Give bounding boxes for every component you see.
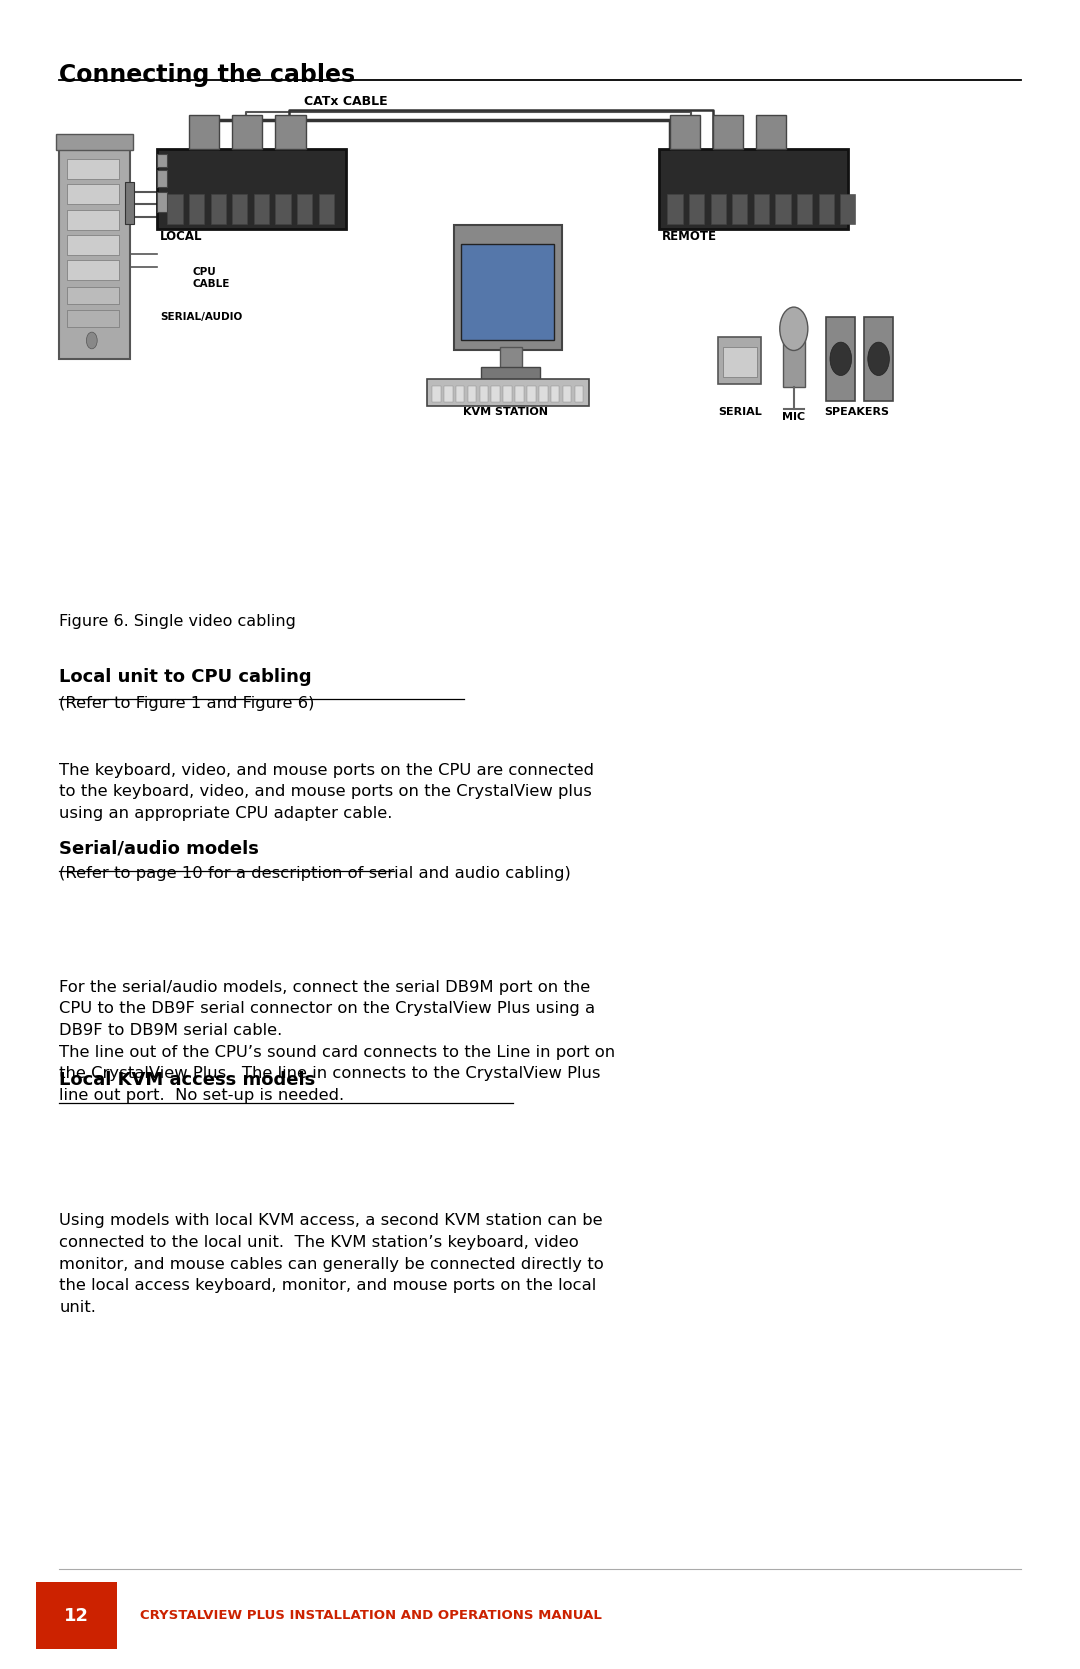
Circle shape: [868, 342, 890, 376]
Bar: [480, 386, 488, 402]
Bar: [189, 194, 204, 224]
Text: SPEAKERS: SPEAKERS: [824, 407, 889, 417]
Text: CRYSTALVIEW PLUS INSTALLATION AND OPERATIONS MANUAL: CRYSTALVIEW PLUS INSTALLATION AND OPERAT…: [140, 1609, 603, 1622]
Bar: [319, 194, 334, 224]
Bar: [67, 310, 119, 327]
Circle shape: [780, 307, 808, 350]
Text: SERIAL: SERIAL: [718, 407, 761, 417]
Text: MIC: MIC: [782, 412, 806, 422]
Bar: [444, 386, 453, 402]
Text: 12: 12: [64, 1607, 89, 1624]
Bar: [864, 317, 893, 401]
Text: For the serial/audio models, connect the serial DB9M port on the
CPU to the DB9F: For the serial/audio models, connect the…: [59, 980, 616, 1103]
Bar: [254, 194, 269, 224]
Bar: [211, 194, 226, 224]
Bar: [461, 244, 554, 340]
Bar: [723, 347, 757, 377]
Bar: [670, 115, 700, 149]
Text: REMOTE: REMOTE: [662, 230, 717, 244]
Bar: [732, 194, 747, 224]
Bar: [432, 386, 441, 402]
Bar: [454, 225, 562, 350]
Bar: [275, 194, 291, 224]
Bar: [232, 115, 262, 149]
Text: CPU
CABLE: CPU CABLE: [192, 267, 230, 289]
Text: (Refer to Figure 1 and Figure 6): (Refer to Figure 1 and Figure 6): [59, 696, 315, 711]
Bar: [840, 194, 855, 224]
Bar: [711, 194, 726, 224]
Bar: [527, 386, 536, 402]
Text: Serial/audio models: Serial/audio models: [59, 840, 259, 858]
Bar: [754, 194, 769, 224]
Bar: [67, 260, 119, 280]
Bar: [551, 386, 559, 402]
Bar: [503, 386, 512, 402]
Bar: [67, 235, 119, 255]
Bar: [575, 386, 583, 402]
Bar: [67, 287, 119, 304]
Bar: [67, 184, 119, 204]
Bar: [427, 379, 589, 406]
Bar: [297, 194, 312, 224]
Text: Using models with local KVM access, a second KVM station can be
connected to the: Using models with local KVM access, a se…: [59, 1213, 604, 1315]
Text: (Refer to page 10 for a description of serial and audio cabling): (Refer to page 10 for a description of s…: [59, 866, 571, 881]
Bar: [481, 367, 540, 381]
Circle shape: [86, 332, 97, 349]
Bar: [67, 159, 119, 179]
Bar: [756, 115, 786, 149]
Text: The keyboard, video, and mouse ports on the CPU are connected
to the keyboard, v: The keyboard, video, and mouse ports on …: [59, 763, 594, 821]
Bar: [125, 182, 134, 224]
Bar: [539, 386, 548, 402]
Bar: [491, 386, 500, 402]
Bar: [56, 134, 133, 150]
Text: CATx CABLE: CATx CABLE: [303, 95, 388, 108]
Bar: [59, 142, 130, 359]
Text: Local KVM access models: Local KVM access models: [59, 1071, 315, 1090]
Text: Connecting the cables: Connecting the cables: [59, 63, 355, 87]
Text: SERIAL/AUDIO: SERIAL/AUDIO: [160, 312, 242, 322]
Bar: [36, 1582, 117, 1649]
Bar: [775, 194, 791, 224]
Text: KVM STATION: KVM STATION: [463, 407, 548, 417]
Bar: [232, 194, 247, 224]
Bar: [718, 337, 761, 384]
Bar: [819, 194, 834, 224]
Bar: [500, 347, 522, 371]
Bar: [157, 170, 167, 187]
Bar: [563, 386, 571, 402]
Bar: [689, 194, 704, 224]
Bar: [515, 386, 524, 402]
Bar: [667, 194, 683, 224]
Bar: [157, 149, 346, 229]
Bar: [189, 115, 219, 149]
Text: Figure 6. Single video cabling: Figure 6. Single video cabling: [59, 614, 296, 629]
Bar: [797, 194, 812, 224]
Bar: [167, 194, 183, 224]
Bar: [826, 317, 855, 401]
Circle shape: [831, 342, 851, 376]
Bar: [157, 192, 167, 212]
Bar: [157, 154, 167, 167]
Bar: [275, 115, 306, 149]
Bar: [456, 386, 464, 402]
Bar: [468, 386, 476, 402]
Text: LOCAL: LOCAL: [160, 230, 202, 244]
Bar: [783, 329, 805, 387]
Bar: [713, 115, 743, 149]
Bar: [67, 210, 119, 230]
Text: Local unit to CPU cabling: Local unit to CPU cabling: [59, 668, 312, 686]
Bar: [659, 149, 848, 229]
